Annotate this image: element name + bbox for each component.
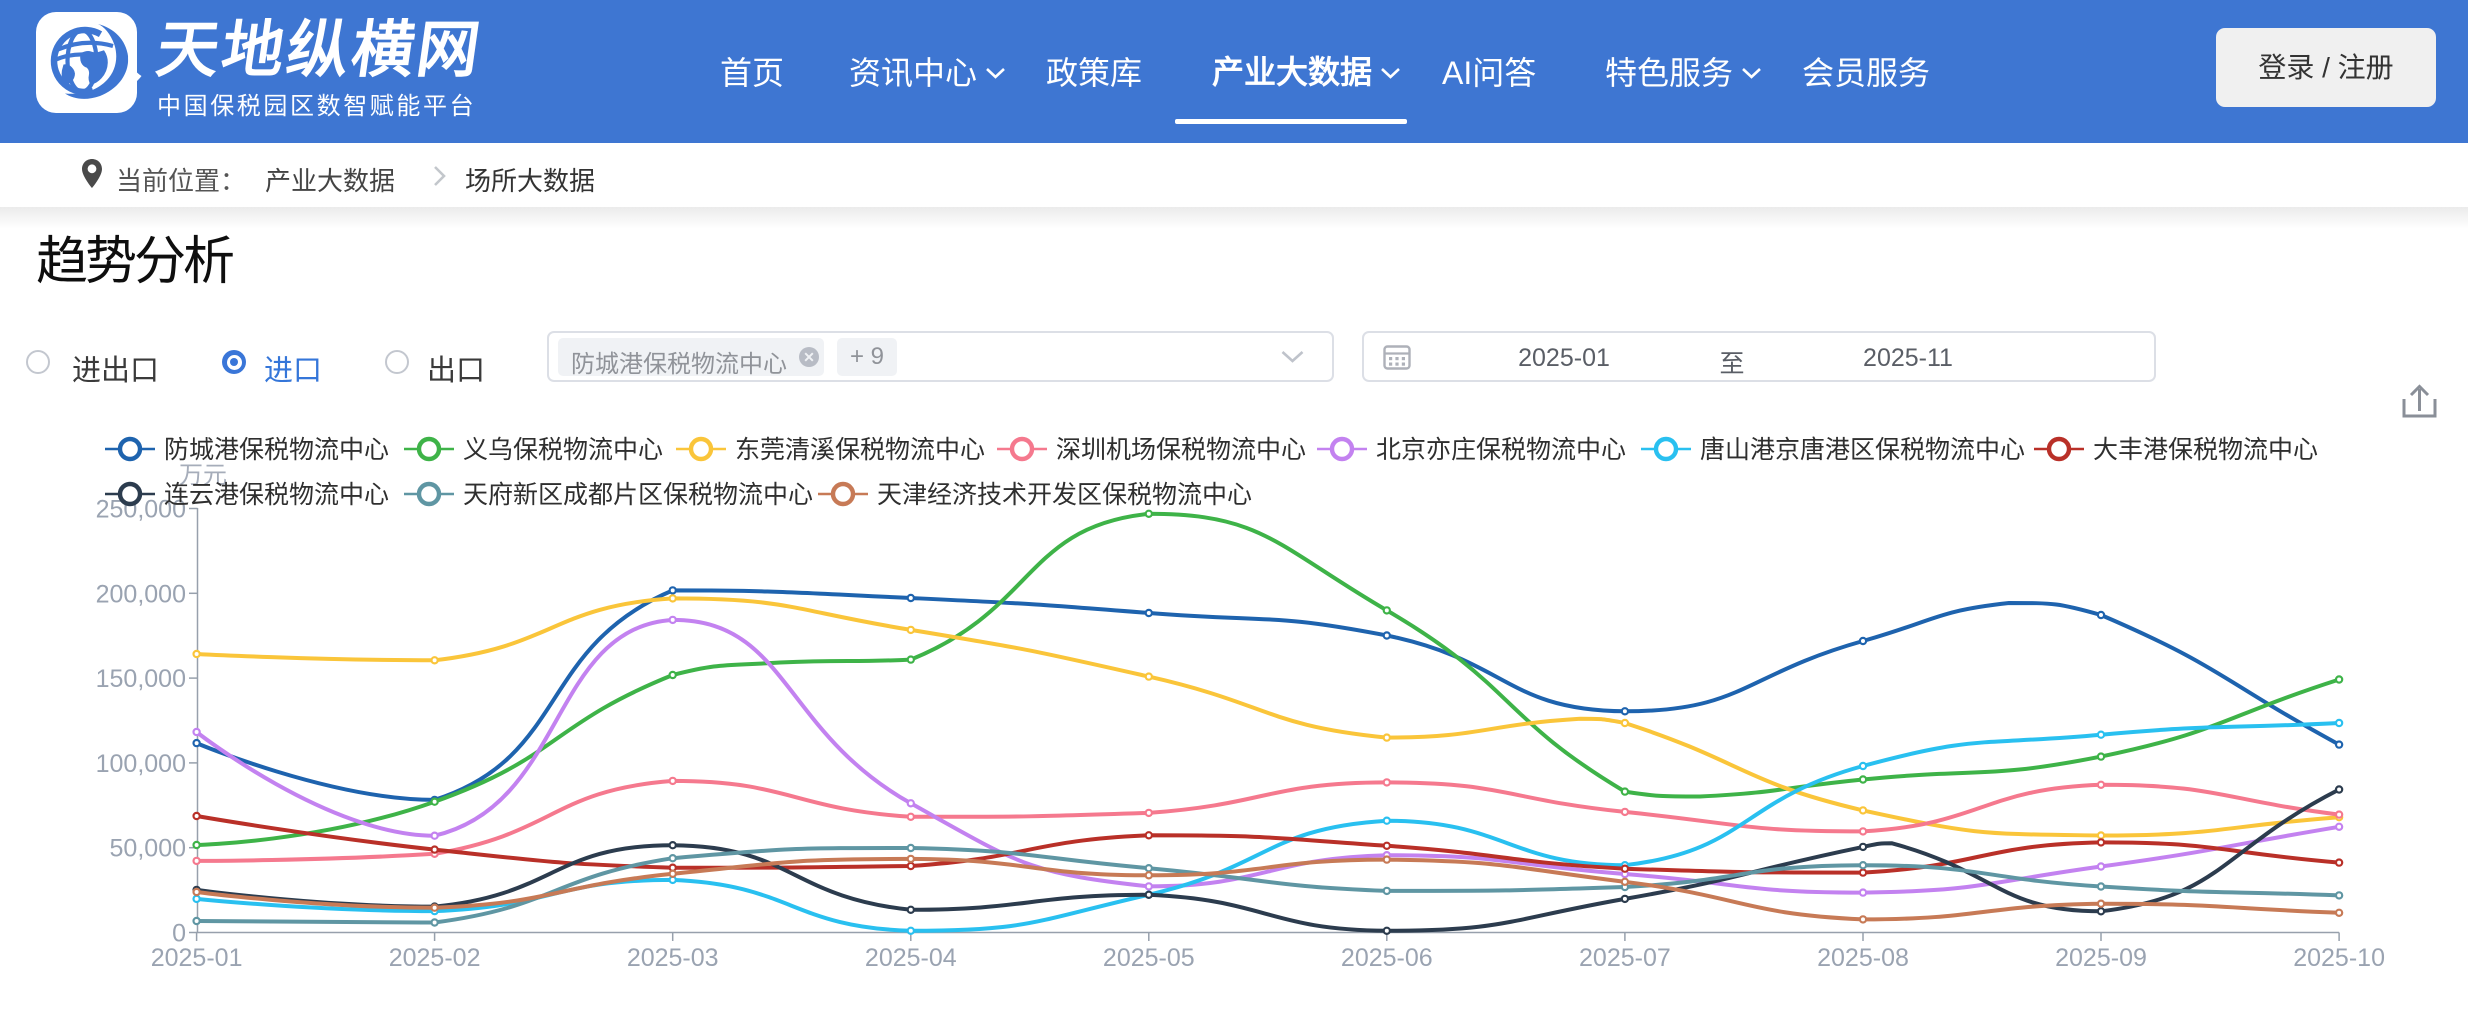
svg-text:东莞清溪保税物流中心: 东莞清溪保税物流中心 [735, 436, 985, 464]
svg-text:连云港保税物流中心: 连云港保税物流中心 [164, 481, 389, 509]
svg-text:天府新区成都片区保税物流中心: 天府新区成都片区保税物流中心 [463, 481, 813, 509]
svg-text:防城港保税物流中心: 防城港保税物流中心 [164, 436, 389, 464]
svg-text:2025-05: 2025-05 [1103, 944, 1195, 972]
svg-text:100,000: 100,000 [96, 750, 186, 778]
svg-text:大丰港保税物流中心: 大丰港保税物流中心 [2093, 436, 2318, 464]
svg-text:2025-03: 2025-03 [627, 944, 719, 972]
svg-text:2025-07: 2025-07 [1579, 944, 1671, 972]
svg-text:2025-08: 2025-08 [1817, 944, 1909, 972]
svg-text:2025-10: 2025-10 [2293, 944, 2385, 972]
svg-text:2025-04: 2025-04 [865, 944, 957, 972]
svg-text:50,000: 50,000 [110, 835, 186, 863]
svg-text:北京亦庄保税物流中心: 北京亦庄保税物流中心 [1376, 436, 1626, 464]
svg-text:2025-01: 2025-01 [151, 944, 243, 972]
svg-text:深圳机场保税物流中心: 深圳机场保税物流中心 [1056, 436, 1306, 464]
svg-text:唐山港京唐港区保税物流中心: 唐山港京唐港区保税物流中心 [1700, 436, 2025, 464]
svg-text:万元: 万元 [179, 462, 227, 489]
svg-text:义乌保税物流中心: 义乌保税物流中心 [463, 436, 663, 464]
svg-text:200,000: 200,000 [96, 580, 186, 608]
svg-text:250,000: 250,000 [96, 496, 186, 524]
svg-text:150,000: 150,000 [96, 665, 186, 693]
svg-text:0: 0 [172, 920, 186, 948]
svg-text:2025-09: 2025-09 [2055, 944, 2147, 972]
svg-text:天津经济技术开发区保税物流中心: 天津经济技术开发区保税物流中心 [877, 481, 1252, 509]
svg-text:2025-06: 2025-06 [1341, 944, 1433, 972]
svg-text:2025-02: 2025-02 [389, 944, 481, 972]
